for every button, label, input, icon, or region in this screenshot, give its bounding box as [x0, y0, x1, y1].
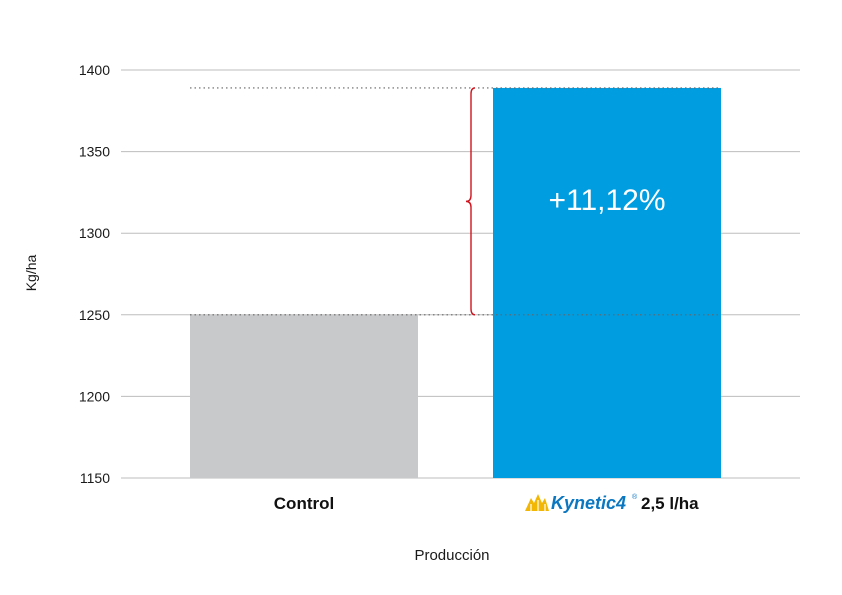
y-axis-label: Kg/ha [23, 254, 39, 291]
x-axis-label: Producción [414, 547, 489, 564]
y-tick-label: 1400 [79, 62, 110, 78]
y-axis-ticks: 1150 1200 1250 1300 1350 1400 [79, 62, 110, 486]
y-tick-label: 1350 [79, 144, 110, 160]
category-label-kynetic4: Kynetic4 ® 2,5 l/ha [525, 493, 699, 513]
y-tick-label: 1250 [79, 307, 110, 323]
y-tick-label: 1150 [80, 470, 110, 486]
kynetic4-logo-icon [525, 494, 549, 511]
dose-label: 2,5 l/ha [641, 494, 699, 513]
y-tick-label: 1300 [79, 225, 110, 241]
category-label-control: Control [274, 494, 334, 513]
reference-lines [190, 87, 721, 316]
registered-mark: ® [632, 493, 638, 501]
difference-annotation: +11,12% [548, 184, 665, 217]
bar-control [190, 314, 418, 478]
y-tick-label: 1200 [79, 388, 110, 404]
brand-name: Kynetic4 [551, 493, 626, 513]
bar-kynetic4 [493, 87, 721, 479]
bars [190, 87, 721, 479]
difference-bracket [465, 87, 476, 316]
